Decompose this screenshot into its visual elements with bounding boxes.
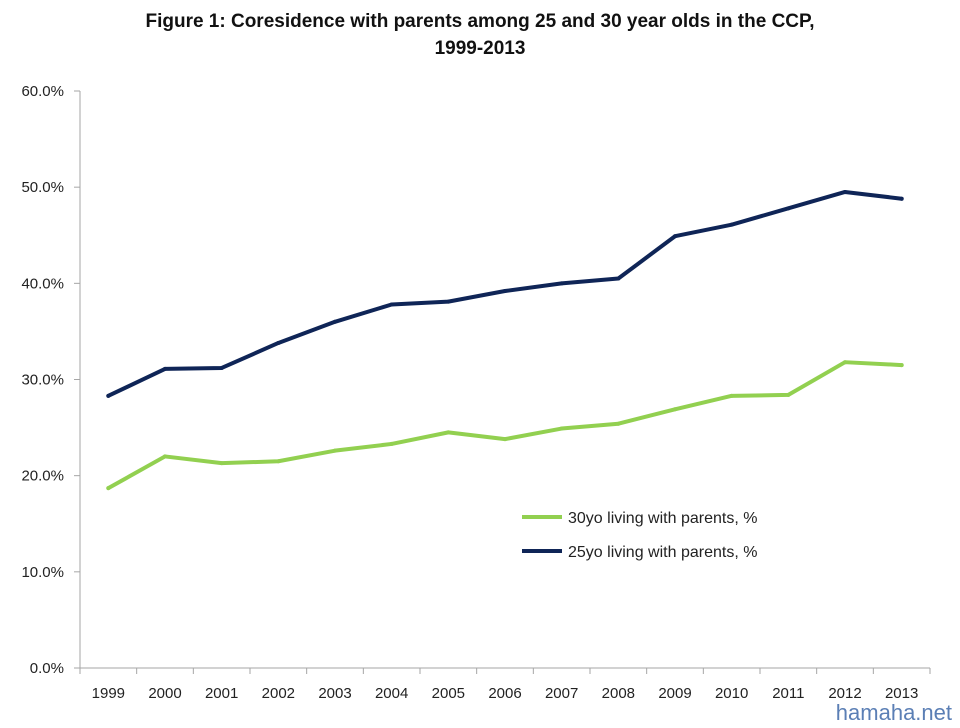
series-line-1 (106, 189, 904, 398)
x-tick-label: 2005 (432, 685, 465, 702)
data-point (106, 393, 111, 398)
x-tick-label: 2007 (545, 685, 578, 702)
x-tick-label: 2003 (318, 685, 351, 702)
x-tick-label: 2008 (602, 685, 635, 702)
data-point (219, 461, 224, 466)
data-point (389, 302, 394, 307)
y-tick-label: 10.0% (21, 564, 64, 581)
data-point (786, 206, 791, 211)
data-point (729, 222, 734, 227)
y-tick-label: 40.0% (21, 275, 64, 292)
y-tick-label: 30.0% (21, 372, 64, 389)
data-point (503, 437, 507, 442)
data-point (276, 459, 281, 464)
chart-title-line1: Figure 1: Coresidence with parents among… (145, 11, 815, 32)
y-tick-label: 60.0% (21, 83, 64, 100)
data-point (446, 299, 451, 304)
data-point (559, 281, 564, 286)
data-point (503, 289, 507, 294)
x-tick-label: 2009 (658, 685, 691, 702)
x-tick-label: 2002 (262, 685, 295, 702)
data-point (843, 189, 847, 194)
data-point (276, 340, 281, 345)
data-point (616, 421, 621, 426)
chart-title: Figure 1: Coresidence with parents among… (0, 8, 960, 62)
data-point (389, 441, 394, 446)
data-point (899, 196, 904, 201)
x-tick-label: 2013 (885, 685, 918, 702)
x-tick-label: 2011 (772, 685, 804, 702)
legend-label-0: 30yo living with parents, % (568, 510, 757, 527)
x-tick-label: 1999 (92, 685, 125, 702)
data-point (446, 430, 451, 435)
data-point (333, 448, 337, 453)
series-line-0 (106, 360, 904, 491)
legend-label-1: 25yo living with parents, % (568, 544, 757, 561)
data-point (163, 454, 167, 459)
chart-title-line2: 1999-2013 (434, 38, 526, 59)
data-point (729, 393, 734, 398)
y-tick-label: 50.0% (21, 179, 64, 196)
data-point (843, 360, 847, 365)
data-point (616, 276, 621, 281)
x-tick-label: 2006 (488, 685, 521, 702)
data-point (106, 486, 111, 491)
data-point (333, 319, 337, 324)
data-point (899, 363, 904, 368)
data-point (673, 234, 677, 239)
data-point (673, 407, 677, 412)
y-tick-label: 0.0% (30, 660, 64, 677)
data-point (163, 366, 167, 371)
y-tick-label: 20.0% (21, 468, 64, 485)
x-tick-label: 2010 (715, 685, 748, 702)
data-point (559, 426, 564, 431)
data-point (219, 365, 224, 370)
x-tick-label: 2012 (828, 685, 861, 702)
x-tick-label: 2001 (205, 685, 238, 702)
watermark: hamaha.net (835, 700, 952, 725)
x-tick-label: 2000 (148, 685, 181, 702)
x-tick-label: 2004 (375, 685, 408, 702)
data-point (786, 392, 791, 397)
